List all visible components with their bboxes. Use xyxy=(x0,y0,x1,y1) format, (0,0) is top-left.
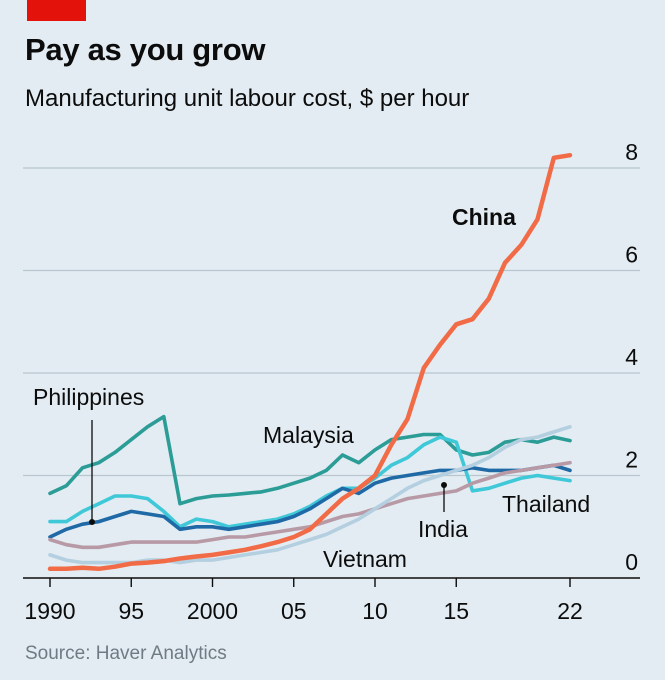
x-tick-label: 22 xyxy=(557,598,583,624)
source-note: Source: Haver Analytics xyxy=(25,643,227,664)
y-tick-label: 6 xyxy=(625,242,638,268)
x-tick-label: 1990 xyxy=(24,598,75,624)
label-india: India xyxy=(418,516,468,542)
x-tick-label: 95 xyxy=(118,598,144,624)
series-line-malaysia xyxy=(48,414,572,506)
series-line-china xyxy=(47,152,573,572)
label-malaysia: Malaysia xyxy=(263,422,354,448)
series-line-philippines xyxy=(48,463,572,539)
x-tick-label: 10 xyxy=(362,598,388,624)
chart-subtitle: Manufacturing unit labour cost, $ per ho… xyxy=(25,85,470,112)
label-thailand: Thailand xyxy=(502,491,590,517)
label-philippines: Philippines xyxy=(33,384,144,410)
y-tick-label: 2 xyxy=(625,447,638,473)
chart-title: Pay as you grow xyxy=(25,32,266,67)
series-lines xyxy=(47,152,573,572)
leader-dot-india xyxy=(441,482,447,488)
gridlines xyxy=(23,167,640,579)
x-axis-ticks: 1990 95 2000 05 10 15 22 xyxy=(24,578,583,624)
x-tick-label: 2000 xyxy=(187,598,238,624)
leader-dot-philippines xyxy=(89,519,95,525)
brand-tag xyxy=(27,0,86,21)
y-tick-label: 8 xyxy=(625,139,638,165)
series-line-thailand xyxy=(48,435,572,529)
x-tick-label: 15 xyxy=(443,598,469,624)
y-tick-label: 0 xyxy=(625,549,638,575)
y-axis-ticks: 0 2 4 6 8 xyxy=(625,139,638,575)
series-labels: China Malaysia Philippines Thailand India Vie… xyxy=(33,204,590,572)
label-vietnam: Vietnam xyxy=(323,546,407,572)
x-tick-label: 05 xyxy=(281,598,307,624)
label-china: China xyxy=(452,204,516,230)
y-tick-label: 4 xyxy=(625,344,638,370)
